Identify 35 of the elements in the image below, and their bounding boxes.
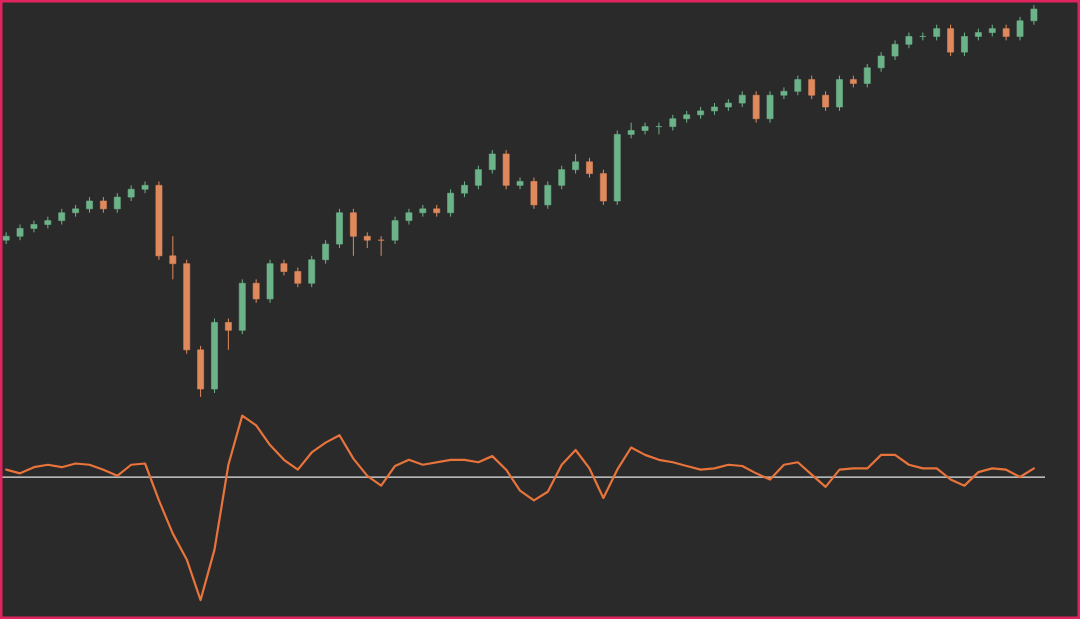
candlestick xyxy=(822,90,829,112)
candlestick xyxy=(586,157,593,178)
candlestick xyxy=(627,122,635,139)
candlestick xyxy=(780,86,788,100)
candlestick xyxy=(947,24,954,57)
candlestick xyxy=(572,153,579,175)
candlestick xyxy=(863,63,871,88)
candlestick xyxy=(141,180,149,194)
candlestick xyxy=(1030,4,1038,26)
candlestick xyxy=(322,239,329,265)
candlestick xyxy=(877,51,885,73)
candlestick xyxy=(641,122,649,135)
candlestick xyxy=(766,90,774,124)
candlestick xyxy=(350,208,357,257)
candlestick xyxy=(308,255,316,288)
candlestick xyxy=(391,216,399,245)
candlestick xyxy=(30,220,38,233)
candlestick xyxy=(113,192,121,214)
candlestick xyxy=(252,278,260,304)
candlestick xyxy=(225,318,232,351)
candlestick xyxy=(475,165,482,190)
candlestick xyxy=(808,75,816,100)
candlestick xyxy=(752,90,760,124)
candlestick xyxy=(169,235,177,280)
candlestick xyxy=(294,267,302,288)
candlestick xyxy=(530,176,538,210)
candlestick xyxy=(1016,16,1024,41)
candlestick xyxy=(544,180,552,210)
candlestick xyxy=(516,176,524,190)
candlestick xyxy=(488,149,496,175)
candlestick xyxy=(794,75,802,96)
candlestick xyxy=(558,165,566,190)
candlestick xyxy=(447,188,454,218)
candlestick xyxy=(891,39,899,61)
candlestick xyxy=(961,32,968,57)
